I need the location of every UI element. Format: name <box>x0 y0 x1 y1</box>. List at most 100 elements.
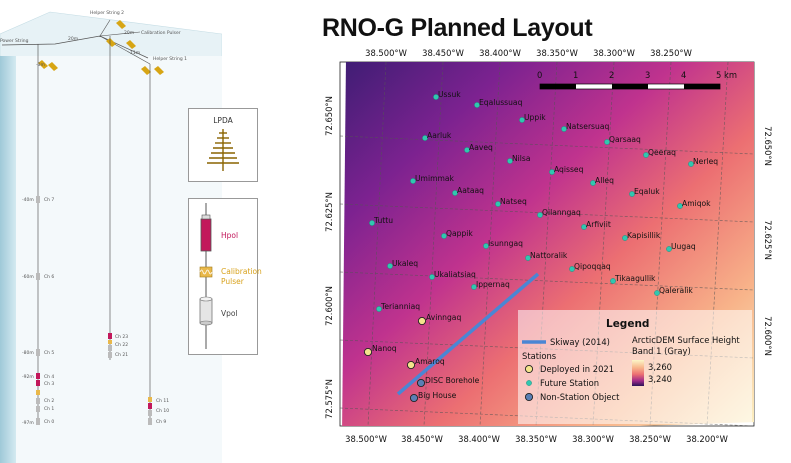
svg-text:Qaleralik: Qaleralik <box>659 286 693 295</box>
map-legend: Legend Skiway (2014) Stations Deployed i… <box>518 310 752 424</box>
svg-text:38.250°W: 38.250°W <box>650 48 692 58</box>
svg-text:38.400°W: 38.400°W <box>479 48 521 58</box>
skiway-line <box>396 272 540 396</box>
depth-labels: -40m -60m -80m -92m -97m <box>22 197 34 426</box>
svg-text:2: 2 <box>609 70 614 80</box>
svg-text:Aqisseq: Aqisseq <box>554 165 584 174</box>
ticks-right: 72.650°N 72.625°N 72.600°N <box>763 126 773 356</box>
svg-text:72.600°N: 72.600°N <box>324 286 334 326</box>
svg-text:Ch 23: Ch 23 <box>115 334 128 340</box>
surface-lpda-icons <box>38 20 164 75</box>
label-calibration-pulser: Calibration Pulser <box>141 30 181 36</box>
svg-text:Ch 1: Ch 1 <box>44 406 54 412</box>
svg-text:Eqalussuaq: Eqalussuaq <box>479 98 523 107</box>
svg-text:38.350°W: 38.350°W <box>536 48 578 58</box>
svg-text:1: 1 <box>573 70 578 80</box>
svg-text:Qappik: Qappik <box>446 229 473 238</box>
legend-deployed-label: Deployed in 2021 <box>540 364 614 374</box>
layout-map: 0 1 2 3 4 5 km 38.500°W 38.450°W 38.400°… <box>324 48 773 444</box>
future-station-markers <box>369 94 694 312</box>
svg-text:-97m: -97m <box>22 420 34 426</box>
svg-text:Ussuk: Ussuk <box>438 90 461 99</box>
svg-text:Isunngaq: Isunngaq <box>488 239 523 248</box>
power-cable <box>1 35 149 59</box>
svg-text:72.575°N: 72.575°N <box>324 379 334 419</box>
antenna-key: Hpol Calibration Pulser Vpol <box>188 198 262 355</box>
legend-skiway-label: Skiway (2014) <box>550 337 610 347</box>
ticks-bottom: 38.500°W 38.450°W 38.400°W 38.350°W 38.3… <box>345 434 728 444</box>
svg-text:72.625°N: 72.625°N <box>324 192 334 232</box>
calibration-pulser-icon <box>199 266 213 278</box>
legend-dem-colorbar <box>632 360 644 386</box>
legend-stations-header: Stations <box>522 351 556 361</box>
svg-text:Natseq: Natseq <box>500 197 527 206</box>
svg-text:72.625°N: 72.625°N <box>763 220 773 260</box>
svg-text:DISC Borehole: DISC Borehole <box>425 376 480 385</box>
antenna-key-icons <box>199 203 213 349</box>
svg-text:Ippernaq: Ippernaq <box>476 280 510 289</box>
svg-text:38.450°W: 38.450°W <box>422 48 464 58</box>
svg-text:Amaroq: Amaroq <box>415 357 445 366</box>
svg-text:Ch 9: Ch 9 <box>156 419 166 425</box>
ticks-top: 38.500°W 38.450°W 38.400°W 38.350°W 38.3… <box>365 48 692 58</box>
deployed-station-markers <box>363 316 427 370</box>
power-channel-labels: Ch 7 Ch 6 Ch 5 Ch 4 Ch 3 Ch 2 Ch 1 Ch 0 <box>44 197 54 425</box>
legend-dem-max: 3,260 <box>648 362 672 372</box>
svg-text:3: 3 <box>645 70 650 80</box>
legend-non-station-label: Non-Station Object <box>540 392 620 402</box>
legend-future-label: Future Station <box>540 378 599 388</box>
svg-text:38.500°W: 38.500°W <box>345 434 387 444</box>
vpol-icon <box>199 296 213 326</box>
svg-text:Aarluk: Aarluk <box>427 131 452 140</box>
svg-text:Alleq: Alleq <box>595 176 614 185</box>
svg-text:5 km: 5 km <box>716 70 737 80</box>
svg-text:Uppik: Uppik <box>524 113 546 122</box>
hpol-label: Hpol <box>221 231 239 240</box>
svg-text:Aaveq: Aaveq <box>469 143 493 152</box>
svg-text:-40m: -40m <box>22 197 34 203</box>
svg-text:Uugaq: Uugaq <box>671 242 696 251</box>
lpda-icon <box>207 129 239 171</box>
svg-text:-60m: -60m <box>22 274 34 280</box>
svg-text:-80m: -80m <box>22 350 34 356</box>
map-title: RNO-G Planned Layout <box>322 14 593 42</box>
svg-text:Ukaleq: Ukaleq <box>392 259 418 268</box>
svg-text:-92m: -92m <box>22 374 34 380</box>
svg-text:Amiqok: Amiqok <box>682 199 711 208</box>
svg-text:Ch 21: Ch 21 <box>115 352 128 358</box>
label-helper-string-1: Helper String 1 <box>153 56 187 62</box>
svg-text:Natsersuaq: Natsersuaq <box>566 122 609 131</box>
svg-text:Eqaluk: Eqaluk <box>634 187 660 196</box>
svg-text:Ch 2: Ch 2 <box>44 398 54 404</box>
label-11m: 11m <box>130 50 140 56</box>
label-power-string: Power String <box>0 38 29 44</box>
svg-text:Qeeraq: Qeeraq <box>648 148 676 157</box>
svg-text:Qipoqqaq: Qipoqqaq <box>574 262 611 271</box>
legend-dem-title: ArcticDEM Surface Height <box>632 335 740 345</box>
legend-future-symbol <box>526 380 532 386</box>
svg-text:Umimmak: Umimmak <box>415 174 455 183</box>
svg-text:Qarsaaq: Qarsaaq <box>609 135 641 144</box>
svg-text:Tikaagullik: Tikaagullik <box>614 274 656 283</box>
svg-text:Nerleq: Nerleq <box>693 157 718 166</box>
svg-text:Ch 0: Ch 0 <box>44 419 54 425</box>
vpol-label: Vpol <box>221 309 238 318</box>
svg-text:Nanoq: Nanoq <box>372 344 397 353</box>
svg-text:Ch 7: Ch 7 <box>44 197 54 203</box>
scale-bar: 0 1 2 3 4 5 km <box>537 70 737 90</box>
label-20m-a: 20m <box>68 36 78 42</box>
legend-title: Legend <box>606 318 649 330</box>
svg-text:Nattoralik: Nattoralik <box>530 251 568 260</box>
svg-text:Aataaq: Aataaq <box>457 186 484 195</box>
legend-deployed-symbol <box>524 364 534 374</box>
svg-text:Avinngaq: Avinngaq <box>426 313 461 322</box>
hpol-icon <box>200 218 212 252</box>
svg-text:Nilsa: Nilsa <box>512 154 531 163</box>
svg-text:38.300°W: 38.300°W <box>593 48 635 58</box>
svg-text:Ch 6: Ch 6 <box>44 274 54 280</box>
svg-text:38.300°W: 38.300°W <box>572 434 614 444</box>
svg-text:38.400°W: 38.400°W <box>458 434 500 444</box>
legend-non-station-symbol <box>524 392 534 402</box>
svg-text:72.600°N: 72.600°N <box>763 316 773 356</box>
power-string-antennas <box>36 196 40 425</box>
